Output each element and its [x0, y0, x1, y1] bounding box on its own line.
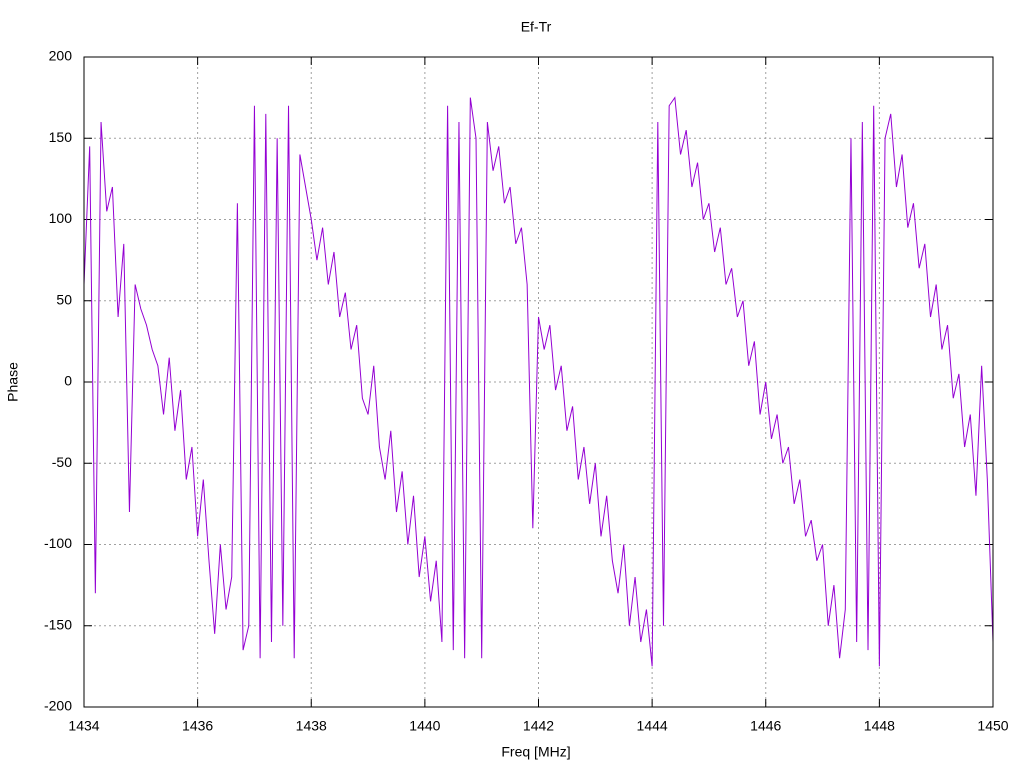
- x-tick-label: 1442: [523, 718, 554, 734]
- chart-title: Ef-Tr: [521, 19, 552, 35]
- y-tick-label: -200: [44, 698, 72, 714]
- y-tick-label: -100: [44, 535, 72, 551]
- x-tick-label: 1444: [637, 718, 668, 734]
- y-tick-label: 50: [56, 291, 72, 307]
- plot-border: [83, 56, 994, 708]
- y-axis-label: Phase: [5, 362, 21, 402]
- x-axis-label: Freq [MHz]: [501, 744, 570, 760]
- x-tick-label: 1434: [68, 718, 99, 734]
- y-tick-label: -50: [52, 454, 72, 470]
- x-tick-label: 1436: [182, 718, 213, 734]
- y-tick-label: 150: [49, 129, 73, 145]
- x-tick-label: 1448: [864, 718, 895, 734]
- x-tick-label: 1450: [977, 718, 1008, 734]
- x-tick-label: 1446: [750, 718, 781, 734]
- x-tick-label: 1438: [296, 718, 327, 734]
- data-line: [83, 96, 994, 667]
- y-tick-label: -150: [44, 616, 72, 632]
- y-tick-label: 100: [49, 210, 73, 226]
- y-tick-label: 200: [49, 48, 73, 64]
- y-tick-label: 0: [64, 373, 72, 389]
- x-tick-label: 1440: [409, 718, 440, 734]
